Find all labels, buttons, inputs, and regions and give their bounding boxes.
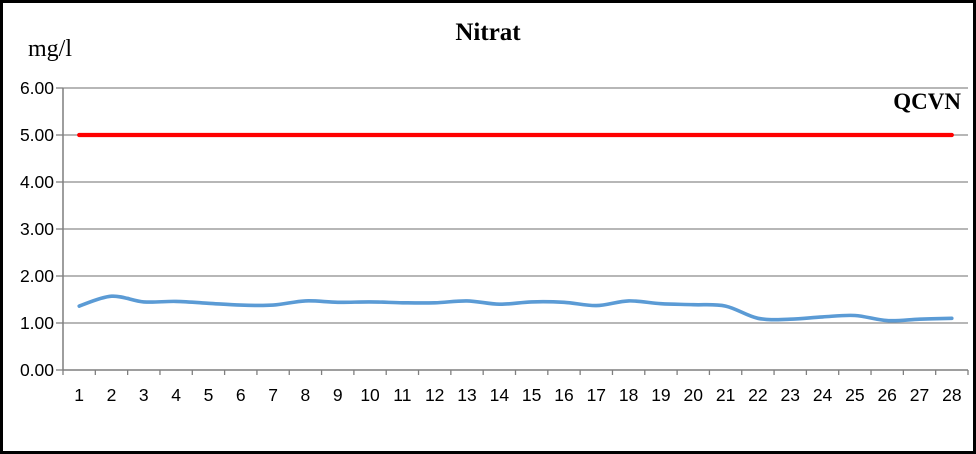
svg-text:12: 12 xyxy=(425,385,444,405)
svg-text:6: 6 xyxy=(236,385,246,405)
svg-text:27: 27 xyxy=(910,385,929,405)
svg-text:13: 13 xyxy=(457,385,476,405)
svg-text:18: 18 xyxy=(619,385,638,405)
svg-text:1.00: 1.00 xyxy=(20,313,54,333)
svg-text:5.00: 5.00 xyxy=(20,125,54,145)
svg-text:17: 17 xyxy=(587,385,606,405)
svg-text:24: 24 xyxy=(813,385,833,405)
y-axis-unit-label: mg/l xyxy=(28,36,73,62)
svg-text:8: 8 xyxy=(301,385,311,405)
svg-text:23: 23 xyxy=(780,385,799,405)
qcvn-label: QCVN xyxy=(893,89,961,114)
svg-text:4.00: 4.00 xyxy=(20,172,54,192)
svg-text:25: 25 xyxy=(845,385,864,405)
svg-text:3.00: 3.00 xyxy=(20,219,54,239)
svg-text:7: 7 xyxy=(268,385,278,405)
series-nitrat-line xyxy=(77,294,954,323)
gridlines-group xyxy=(63,87,968,324)
svg-text:20: 20 xyxy=(684,385,704,405)
chart-title: Nitrat xyxy=(455,19,521,46)
svg-text:2.00: 2.00 xyxy=(20,266,54,286)
svg-text:3: 3 xyxy=(139,385,149,405)
svg-text:22: 22 xyxy=(748,385,767,405)
svg-text:4: 4 xyxy=(171,385,181,405)
axes-group xyxy=(56,87,969,375)
svg-text:9: 9 xyxy=(333,385,343,405)
svg-text:6.00: 6.00 xyxy=(20,78,54,98)
svg-text:26: 26 xyxy=(877,385,896,405)
y-tick-labels: 0.00 1.00 2.00 3.00 4.00 5.00 6.00 xyxy=(20,78,54,380)
svg-text:10: 10 xyxy=(360,385,380,405)
svg-text:11: 11 xyxy=(393,385,411,405)
svg-text:16: 16 xyxy=(554,385,573,405)
svg-text:28: 28 xyxy=(942,385,961,405)
svg-text:15: 15 xyxy=(522,385,541,405)
svg-text:14: 14 xyxy=(490,385,510,405)
svg-text:5: 5 xyxy=(204,385,214,405)
svg-text:19: 19 xyxy=(651,385,670,405)
svg-text:0.00: 0.00 xyxy=(20,360,54,380)
svg-text:1: 1 xyxy=(74,385,84,405)
x-tick-labels: 1 2 3 4 5 6 7 8 9 10 11 12 13 14 15 16 17 18 19 20 21 22 23 24 2… xyxy=(74,385,961,405)
svg-text:2: 2 xyxy=(107,385,117,405)
svg-text:21: 21 xyxy=(716,385,735,405)
